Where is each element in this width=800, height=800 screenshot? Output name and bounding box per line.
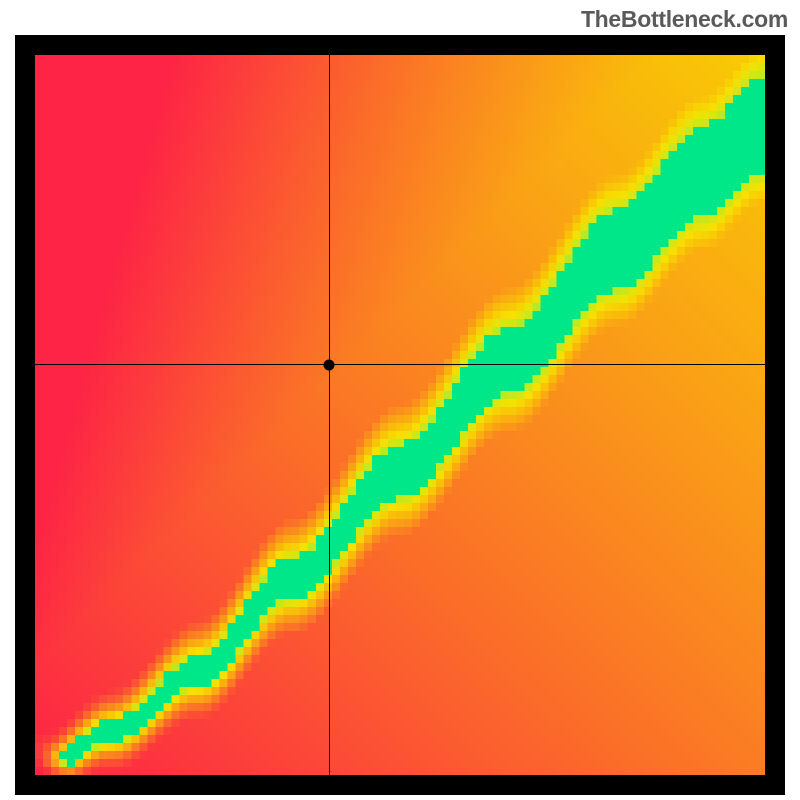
chart-container: TheBottleneck.com bbox=[0, 0, 800, 800]
crosshair-vertical bbox=[329, 55, 330, 775]
crosshair-horizontal bbox=[35, 364, 765, 365]
heatmap-canvas bbox=[35, 55, 765, 775]
watermark-text: TheBottleneck.com bbox=[581, 6, 788, 33]
crosshair-marker bbox=[324, 359, 335, 370]
plot-frame bbox=[15, 35, 785, 795]
